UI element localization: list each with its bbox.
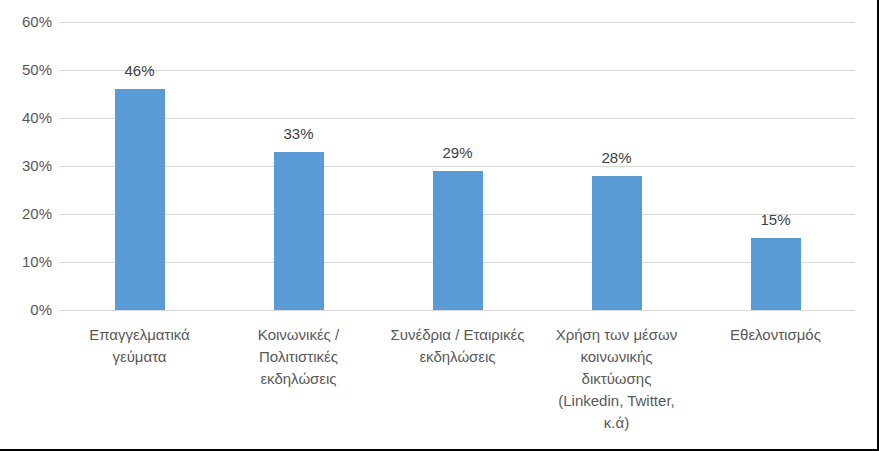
plot-area: 0% 10% 20% 30% 40% 50% 60% 46% Επαγγελματικά γεύ… [0,0,879,451]
x-axis-category-label: Επαγγελματικά γεύματα [60,324,219,368]
x-axis-category-label: Εθελοντισμός [696,324,855,346]
x-axis-category-label: Κοινωνικές / Πολιτιστικές εκδηλώσεις [219,324,378,390]
bar-2 [274,152,324,310]
bar-value-label: 46% [95,61,185,81]
y-axis-tick-label: 10% [6,252,52,272]
gridline [60,118,855,119]
y-axis-tick-label: 50% [6,60,52,80]
x-axis-category-label: Συνέδρια / Εταιρικές εκδηλώσεις [378,324,537,368]
y-axis-tick-label: 30% [6,156,52,176]
gridline [60,166,855,167]
bar-4 [592,176,642,310]
bar-chart: 0% 10% 20% 30% 40% 50% 60% 46% Επαγγελματικά γεύ… [0,0,879,451]
x-axis-category-label: Χρήση των μέσων κοινωνικής δικτύωσης (Li… [537,324,696,434]
bar-value-label: 33% [254,124,344,144]
y-axis-tick-label: 20% [6,204,52,224]
bar-value-label: 15% [731,210,821,230]
y-axis-tick-label: 0% [6,300,52,320]
bar-value-label: 28% [572,148,662,168]
gridline [60,310,855,311]
bar-3 [433,171,483,310]
y-axis-tick-label: 60% [6,12,52,32]
gridline [60,22,855,23]
bar-1 [115,89,165,310]
bar-5 [751,238,801,310]
y-axis-tick-label: 40% [6,108,52,128]
bar-value-label: 29% [413,143,503,163]
